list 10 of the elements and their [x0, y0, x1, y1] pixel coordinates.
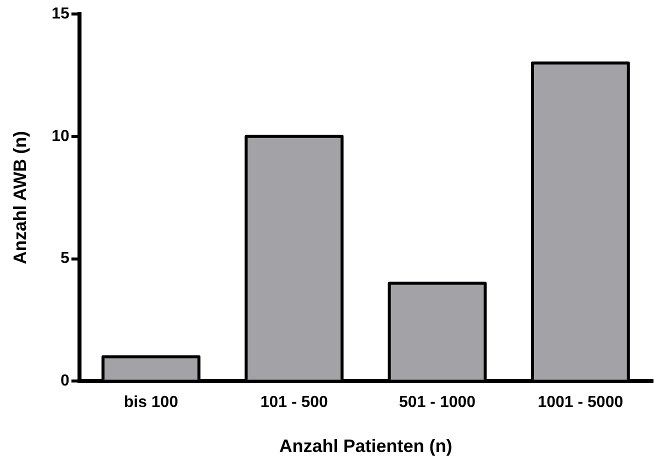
y-tick-label: 10 [52, 128, 70, 145]
x-axis-title: Anzahl Patienten (n) [279, 436, 452, 456]
y-tick-label: 0 [60, 372, 70, 390]
y-tick-label: 5 [60, 250, 70, 268]
x-tick-label: 1001 - 5000 [538, 394, 624, 412]
y-axis-title: Anzahl AWB (n) [10, 130, 30, 264]
x-tick-label: 501 - 1000 [399, 394, 476, 412]
x-tick-label: 101 - 500 [260, 394, 328, 412]
y-tick-label: 15 [52, 5, 70, 22]
x-tick-label: bis 100 [124, 394, 178, 412]
